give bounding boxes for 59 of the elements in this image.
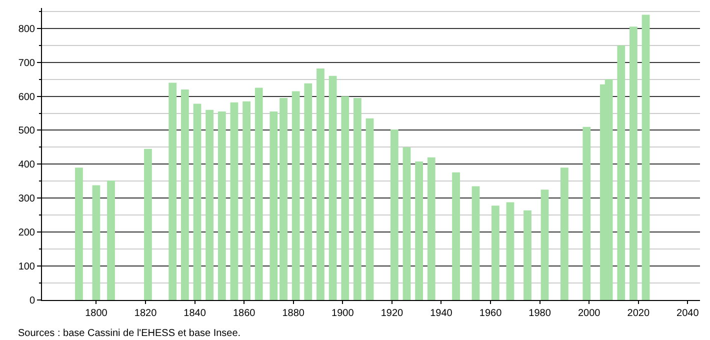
bar xyxy=(304,83,312,300)
x-tick-label: 1880 xyxy=(282,308,305,319)
bar xyxy=(230,102,238,300)
bar xyxy=(390,130,398,300)
bar xyxy=(242,101,250,300)
bar xyxy=(292,91,300,300)
bar xyxy=(582,126,591,300)
x-tick-label: 1960 xyxy=(479,308,502,319)
y-tick-label: 600 xyxy=(18,92,36,103)
y-tick-label: 100 xyxy=(18,262,36,273)
bar xyxy=(540,190,549,300)
y-tick-label: 200 xyxy=(18,228,36,239)
bar xyxy=(168,82,177,300)
bar xyxy=(560,168,568,300)
bar xyxy=(316,68,324,300)
bar xyxy=(107,180,115,300)
x-tick-label: 1940 xyxy=(430,308,453,319)
bar xyxy=(472,186,480,300)
bar xyxy=(617,45,626,300)
bar xyxy=(341,96,350,300)
bar xyxy=(280,98,288,300)
bar xyxy=(366,118,374,300)
x-tick-label: 1860 xyxy=(232,308,256,319)
bar xyxy=(630,26,638,300)
bar xyxy=(75,168,83,300)
bar xyxy=(193,104,202,300)
y-tick-label: 800 xyxy=(18,24,36,35)
bar xyxy=(492,206,500,300)
bar xyxy=(144,148,152,300)
bar xyxy=(506,202,514,300)
bar xyxy=(218,112,226,300)
bar xyxy=(427,157,436,300)
bar xyxy=(254,88,263,300)
source-note: Sources : base Cassini de l'EHESS et base Insee. xyxy=(18,328,241,339)
bar xyxy=(524,210,532,300)
x-tick-label: 2040 xyxy=(676,308,700,319)
y-tick-label: 0 xyxy=(29,296,36,306)
x-tick-label: 2020 xyxy=(627,308,650,319)
x-tick-label: 1840 xyxy=(184,308,206,319)
x-tick-label: 2000 xyxy=(578,308,601,319)
bar xyxy=(402,147,411,300)
bar xyxy=(206,110,214,300)
y-tick-label: 500 xyxy=(18,126,36,137)
bar xyxy=(452,172,460,300)
y-tick-label: 300 xyxy=(18,194,36,205)
y-tick-label: 400 xyxy=(18,160,36,171)
x-tick-label: 1900 xyxy=(332,308,354,319)
bar xyxy=(270,112,278,300)
bar xyxy=(354,98,362,300)
x-tick-label: 1980 xyxy=(528,308,552,319)
x-tick-label: 1820 xyxy=(134,308,158,319)
y-tick-label: 700 xyxy=(18,58,36,69)
bar xyxy=(415,161,423,300)
bar xyxy=(328,76,337,300)
bar xyxy=(642,14,650,300)
x-tick-label: 1920 xyxy=(380,308,404,319)
bar xyxy=(92,185,100,300)
x-tick-label: 1800 xyxy=(85,308,108,319)
bar xyxy=(180,89,189,300)
